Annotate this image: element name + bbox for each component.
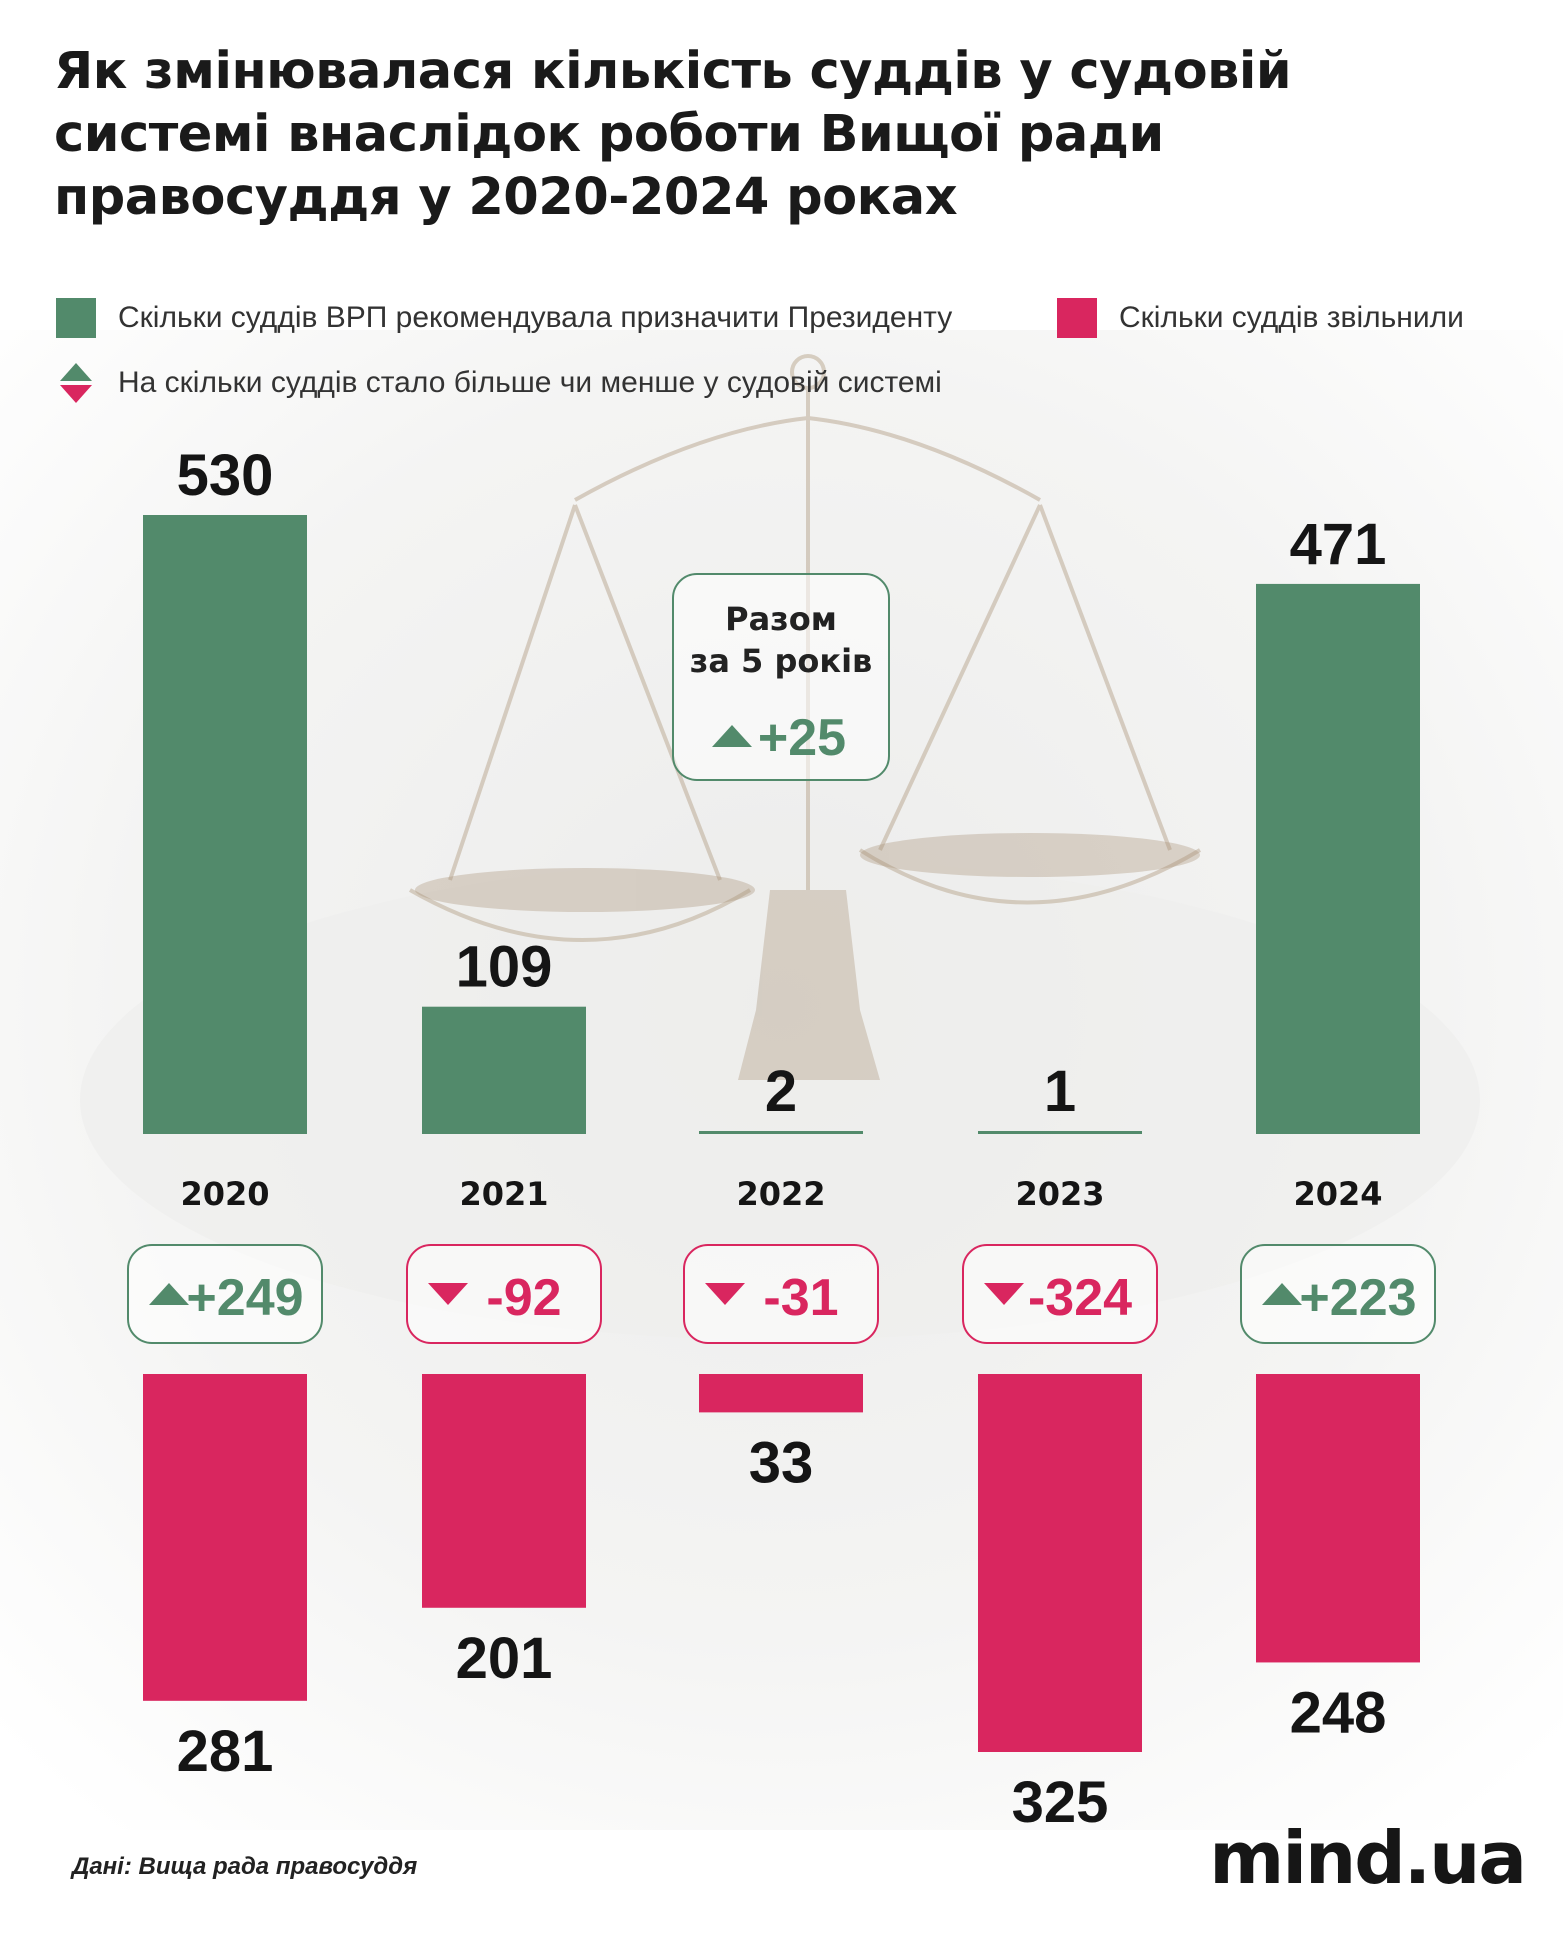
change-badge-2022 <box>683 1244 879 1344</box>
value-label-appointed-2023: 1 <box>1044 1059 1076 1124</box>
legend-change-label: На скільки суддів стало більше чи менше … <box>118 366 942 399</box>
value-label-appointed-2020: 530 <box>177 443 274 508</box>
legend-dismissed: Скільки суддів звільнили <box>1057 298 1464 338</box>
total-label-line1: Разом <box>725 600 837 638</box>
change-value-2024: +223 <box>1299 1269 1416 1327</box>
value-label-dismissed-2022: 33 <box>749 1430 814 1495</box>
triangle-up-icon <box>149 1283 189 1305</box>
triangle-down-icon <box>428 1283 468 1305</box>
bar-dismissed-2024 <box>1256 1374 1420 1663</box>
bar-appointed-2024 <box>1256 583 1420 1134</box>
value-label-dismissed-2024: 248 <box>1290 1680 1387 1745</box>
legend-green-swatch <box>56 298 96 338</box>
bar-appointed-2023 <box>978 1131 1142 1134</box>
value-label-dismissed-2021: 201 <box>456 1626 553 1691</box>
source-note: Дані: Вища рада правосуддя <box>72 1853 418 1880</box>
total-label-line2: за 5 років <box>690 642 873 680</box>
change-badge-2024 <box>1240 1244 1436 1344</box>
triangle-up-icon <box>712 725 752 747</box>
chart-title: Як змінювалася кількість суддів у судові… <box>54 42 1292 227</box>
change-value-2020: +249 <box>186 1269 303 1327</box>
year-label-2024: 2024 <box>1293 1175 1382 1213</box>
legend-red-swatch <box>1057 298 1097 338</box>
bar-appointed-2020 <box>143 515 307 1134</box>
change-value-2023: -324 <box>1028 1269 1132 1327</box>
bar-dismissed-2020 <box>143 1374 307 1701</box>
legend-appointed: Скільки суддів ВРП рекомендувала признач… <box>56 298 952 338</box>
change-value-2022: -31 <box>763 1269 838 1327</box>
total-change-value: +25 <box>758 709 846 767</box>
year-label-2020: 2020 <box>180 1175 269 1213</box>
triangle-down-icon <box>705 1283 745 1305</box>
change-badge-2023 <box>962 1244 1158 1344</box>
value-label-dismissed-2023: 325 <box>1012 1770 1109 1835</box>
change-value-2021: -92 <box>486 1269 561 1327</box>
year-label-2022: 2022 <box>736 1175 825 1213</box>
change-badge-2021 <box>406 1244 602 1344</box>
total-badge <box>672 573 890 781</box>
triangle-up-icon <box>1262 1283 1302 1305</box>
value-label-appointed-2021: 109 <box>456 935 553 1000</box>
year-label-2023: 2023 <box>1015 1175 1104 1213</box>
triangle-down-icon <box>984 1283 1024 1305</box>
bar-appointed-2021 <box>422 1006 586 1134</box>
bar-dismissed-2021 <box>422 1374 586 1608</box>
value-label-dismissed-2020: 281 <box>177 1719 274 1784</box>
change-badge-2020 <box>127 1244 323 1344</box>
bar-dismissed-2022 <box>699 1374 863 1413</box>
legend-change: На скільки суддів стало більше чи менше … <box>56 363 942 403</box>
bar-appointed-2022 <box>699 1131 863 1134</box>
up-down-triangles-icon <box>56 363 96 403</box>
bar-dismissed-2023 <box>978 1374 1142 1752</box>
value-label-appointed-2022: 2 <box>765 1059 797 1124</box>
legend-dismissed-label: Скільки суддів звільнили <box>1119 301 1464 334</box>
mind-ua-logo: mind.ua <box>1209 1816 1527 1900</box>
year-label-2021: 2021 <box>459 1175 548 1213</box>
legend-appointed-label: Скільки суддів ВРП рекомендувала признач… <box>118 301 953 334</box>
value-label-appointed-2024: 471 <box>1290 512 1387 577</box>
